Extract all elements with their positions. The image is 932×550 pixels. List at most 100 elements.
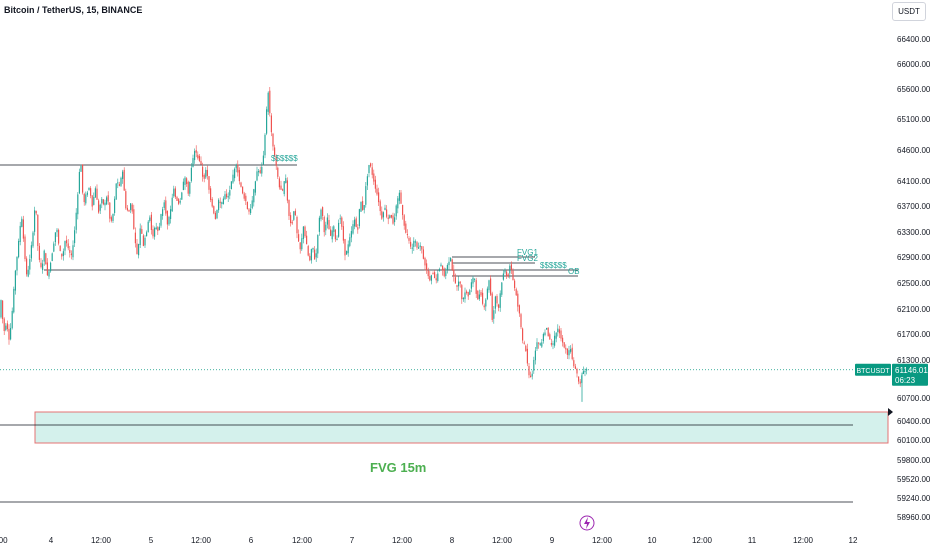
candle-body bbox=[416, 242, 418, 248]
candle-body bbox=[326, 217, 328, 225]
candle-body bbox=[582, 371, 584, 374]
flash-icon[interactable] bbox=[579, 515, 595, 531]
candle-body bbox=[246, 201, 248, 209]
candle-body bbox=[67, 243, 69, 249]
candle-body bbox=[494, 296, 496, 309]
y-tick-label: 58960.00 bbox=[897, 513, 931, 522]
candle-body bbox=[90, 188, 92, 196]
candle-body bbox=[405, 223, 407, 233]
candle-body bbox=[368, 165, 370, 174]
candle-body bbox=[450, 258, 452, 262]
candle-body bbox=[238, 169, 240, 182]
candle-body bbox=[154, 227, 156, 237]
candle-body bbox=[330, 229, 332, 236]
candle-body bbox=[192, 158, 194, 168]
candle-body bbox=[542, 333, 544, 342]
liquidity-label-top: $$$$$$ bbox=[271, 154, 298, 163]
candle-body bbox=[544, 332, 546, 336]
candle-body bbox=[8, 328, 10, 340]
candle-body bbox=[259, 170, 261, 174]
candle-body bbox=[290, 215, 292, 224]
candle-body bbox=[386, 209, 388, 217]
candle-body bbox=[269, 90, 271, 114]
x-tick-label: 12:00 bbox=[91, 536, 112, 545]
x-tick-label: 5 bbox=[149, 536, 154, 545]
candle-body bbox=[392, 215, 394, 224]
candle-body bbox=[363, 205, 365, 210]
candle-body bbox=[518, 305, 520, 314]
ob-label: OB bbox=[568, 267, 580, 276]
candle-body bbox=[267, 92, 269, 112]
y-tick-label: 65600.00 bbox=[897, 85, 931, 94]
candle-body bbox=[240, 182, 242, 187]
x-tick-label: 6 bbox=[249, 536, 254, 545]
candle-body bbox=[80, 166, 82, 172]
candle-body bbox=[141, 229, 143, 234]
candle-body bbox=[344, 239, 346, 256]
candle-body bbox=[101, 198, 103, 204]
candle-body bbox=[136, 243, 138, 255]
candle-body bbox=[459, 281, 461, 284]
candle-body bbox=[446, 265, 448, 270]
candle-body bbox=[549, 334, 551, 340]
candle-body bbox=[211, 198, 213, 207]
zone-arrow bbox=[888, 408, 893, 416]
candle-body bbox=[91, 195, 93, 207]
candle-body bbox=[214, 212, 216, 220]
candle-body bbox=[219, 201, 221, 204]
candle-body bbox=[568, 350, 570, 356]
candle-body bbox=[262, 155, 264, 165]
candle-body bbox=[555, 332, 557, 339]
candle-body bbox=[261, 166, 263, 174]
candle-body bbox=[552, 343, 554, 345]
candle-body bbox=[483, 305, 485, 308]
candle-body bbox=[379, 201, 381, 212]
candle-body bbox=[64, 241, 66, 251]
candle-body bbox=[227, 196, 229, 198]
candle-body bbox=[286, 180, 288, 201]
candle-body bbox=[512, 270, 514, 281]
candle-body bbox=[11, 310, 13, 329]
x-tick-label: :00 bbox=[0, 536, 8, 545]
horizontal-levels bbox=[0, 164, 855, 503]
candle-body bbox=[128, 209, 130, 212]
candle-body bbox=[272, 133, 274, 147]
candle-body bbox=[221, 202, 223, 204]
currency-button[interactable]: USDT bbox=[892, 2, 926, 21]
candle-body bbox=[550, 343, 552, 345]
candle-body bbox=[163, 202, 165, 209]
candle-body bbox=[488, 280, 490, 291]
candle-body bbox=[144, 237, 146, 246]
candle-body bbox=[270, 115, 272, 133]
candle-body bbox=[432, 273, 434, 275]
candle-body bbox=[315, 253, 317, 258]
candle-body bbox=[387, 217, 389, 220]
candle-body bbox=[210, 188, 212, 200]
candle-body bbox=[507, 274, 509, 277]
candle-body bbox=[278, 178, 280, 188]
candle-body bbox=[171, 197, 173, 212]
candle-body bbox=[499, 293, 501, 308]
candle-body bbox=[186, 178, 188, 185]
x-tick-label: 12:00 bbox=[492, 536, 513, 545]
candle-body bbox=[77, 194, 79, 215]
candle-body bbox=[173, 188, 175, 197]
candle-body bbox=[189, 181, 191, 194]
candle-body bbox=[43, 250, 45, 262]
candle-body bbox=[331, 230, 333, 240]
candle-body bbox=[110, 217, 112, 221]
candle-body bbox=[469, 290, 471, 295]
candle-body bbox=[456, 285, 458, 287]
candle-body bbox=[256, 171, 258, 181]
candle-body bbox=[253, 189, 255, 203]
candle-body bbox=[88, 187, 90, 190]
candle-body bbox=[573, 360, 575, 367]
candle-body bbox=[0, 300, 2, 318]
candle-body bbox=[520, 314, 522, 328]
candle-body bbox=[157, 227, 159, 232]
candle-body bbox=[131, 204, 133, 212]
candle-body bbox=[107, 195, 109, 202]
candle-body bbox=[277, 167, 279, 177]
candle-body bbox=[493, 310, 495, 319]
